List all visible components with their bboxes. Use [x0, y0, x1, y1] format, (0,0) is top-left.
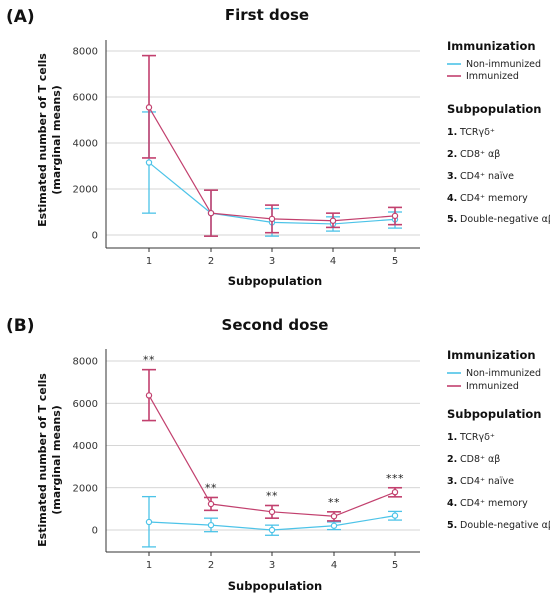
y-axis-label-line2: (marginal means) [50, 85, 63, 195]
y-axis-label: Estimated number of T cells [36, 373, 49, 547]
legend-title-immunization: Immunization [447, 39, 536, 53]
legend-title-subpopulation: Subpopulation [447, 407, 541, 421]
x-tick-label: 5 [392, 256, 398, 267]
subpopulation-label: Double-negative αβ [460, 520, 550, 531]
legend-item-label: Immunized [466, 71, 519, 82]
legend-item-label: Non-immunized [466, 368, 541, 379]
chart-panel-2: (B) Second dose 0 2000 4000 6000 8000 1 2 3 4 5 Subp… [6, 316, 550, 593]
data-point [391, 488, 399, 496]
x-tick-label: 1 [146, 256, 152, 267]
data-point [145, 392, 153, 399]
legend-title-immunization: Immunization [447, 348, 536, 362]
panel-label: (A) [6, 7, 35, 27]
subpopulation-number: 3. [447, 476, 457, 487]
y-tick-label: 4000 [73, 139, 98, 150]
data-point [268, 508, 276, 516]
significance-label: *** [386, 472, 404, 485]
data-point [268, 215, 276, 223]
y-tick-label: 6000 [73, 399, 98, 410]
x-axis-label: Subpopulation [228, 274, 322, 288]
x-tick-label: 2 [208, 560, 214, 571]
x-tick-label: 5 [392, 560, 398, 571]
data-point [207, 209, 215, 217]
y-tick-label: 6000 [73, 93, 98, 104]
data-point [268, 526, 276, 534]
y-tick-label: 8000 [73, 357, 98, 368]
significance-label: ** [328, 496, 340, 509]
x-tick-label: 3 [269, 256, 275, 267]
y-tick-label: 0 [92, 526, 98, 537]
data-point [330, 513, 338, 520]
y-axis-label-line2: (marginal means) [50, 405, 63, 515]
y-tick-label: 2000 [73, 483, 98, 494]
subpopulation-label: TCRγδ⁺ [459, 432, 495, 443]
y-axis-label: Estimated number of T cells [36, 53, 49, 227]
subpopulation-label: CD4⁺ naïve [460, 171, 514, 182]
chart-panel-1: (A) First dose 0 2000 4000 6000 8000 1 2 3 4 5 Subpo… [6, 6, 550, 288]
series-non-immunized [142, 495, 402, 548]
x-tick-label: 2 [208, 256, 214, 267]
x-tick-label: 4 [331, 560, 337, 571]
subpopulation-number: 4. [447, 193, 457, 204]
series-immunized [142, 54, 402, 237]
data-point [391, 212, 399, 220]
legend: Immunization Non-immunized Immunized Subpop… [447, 348, 550, 531]
chart-title: Second dose [222, 316, 329, 334]
series-line [148, 107, 396, 222]
x-tick-label: 3 [269, 560, 275, 571]
subpopulation-label: CD8⁺ αβ [460, 149, 500, 160]
chart-title: First dose [225, 6, 309, 24]
subpopulation-number: 1. [447, 127, 457, 138]
subpopulation-number: 5. [447, 214, 457, 225]
data-point [330, 522, 338, 529]
data-point [145, 518, 153, 526]
subpopulation-number: 2. [447, 149, 457, 160]
data-point [329, 217, 337, 224]
subpopulation-number: 1. [447, 432, 457, 443]
data-point [145, 159, 153, 166]
y-tick-label: 0 [92, 231, 98, 242]
legend-item-label: Non-immunized [466, 59, 541, 70]
legend-item-label: Immunized [466, 381, 519, 392]
y-tick-label: 4000 [73, 441, 98, 452]
subpopulation-label: TCRγδ⁺ [459, 127, 495, 138]
significance-label: ** [205, 481, 217, 494]
significance-label: ** [266, 489, 278, 502]
y-tick-label: 8000 [73, 47, 98, 58]
x-axis-label: Subpopulation [228, 579, 322, 593]
y-tick-label: 2000 [73, 185, 98, 196]
subpopulation-label: CD4⁺ memory [460, 498, 528, 509]
data-point [145, 104, 153, 111]
subpopulation-number: 3. [447, 171, 457, 182]
data-point [391, 512, 399, 519]
subpopulation-number: 2. [447, 454, 457, 465]
subpopulation-label: CD4⁺ memory [460, 193, 528, 204]
x-tick-label: 4 [330, 256, 336, 267]
subpopulation-number: 4. [447, 498, 457, 509]
x-tick-label: 1 [146, 560, 152, 571]
subpopulation-label: CD8⁺ αβ [460, 454, 500, 465]
significance-label: ** [143, 354, 155, 367]
panel-label: (B) [6, 316, 35, 336]
subpopulation-label: Double-negative αβ [460, 214, 550, 225]
subpopulation-label: CD4⁺ naïve [460, 476, 514, 487]
data-point [207, 521, 215, 529]
subpopulation-number: 5. [447, 520, 457, 531]
legend-title-subpopulation: Subpopulation [447, 102, 541, 116]
data-point [207, 500, 215, 508]
series-immunized [142, 368, 402, 522]
